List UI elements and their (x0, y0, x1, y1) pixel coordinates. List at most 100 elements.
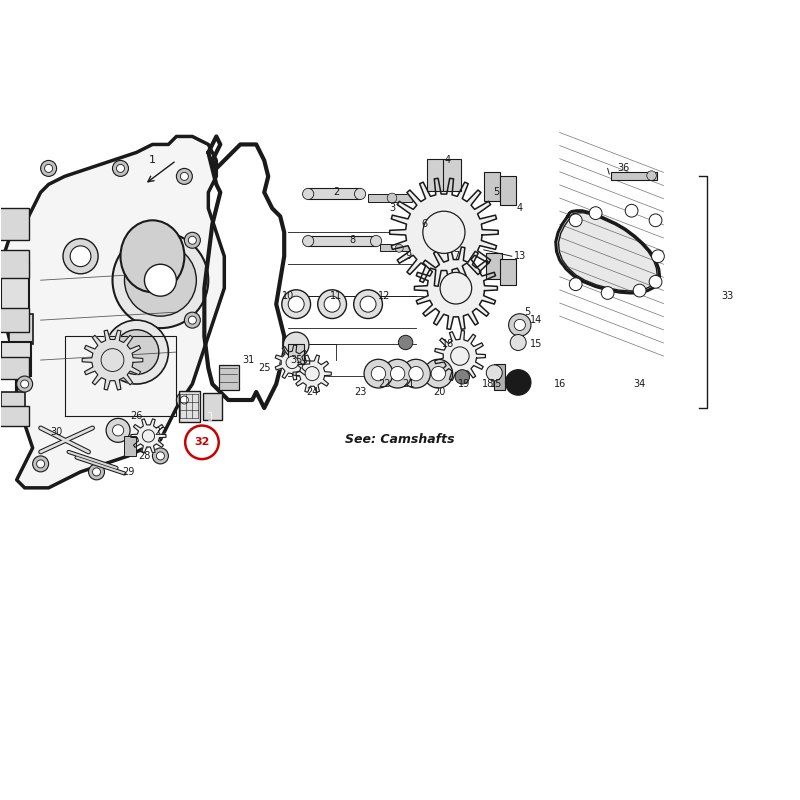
Text: 15: 15 (530, 339, 542, 349)
Circle shape (188, 316, 196, 324)
Text: 31: 31 (242, 355, 254, 365)
Polygon shape (275, 345, 310, 380)
Text: 4: 4 (445, 155, 451, 166)
Circle shape (409, 366, 423, 381)
Bar (308, 236, 376, 246)
Text: 14: 14 (530, 315, 542, 325)
Bar (427, 159, 445, 190)
Circle shape (387, 193, 397, 202)
Circle shape (570, 214, 582, 226)
Polygon shape (414, 247, 498, 330)
Bar (218, 365, 238, 390)
Text: 32: 32 (194, 438, 210, 447)
Circle shape (45, 165, 53, 172)
Text: 16: 16 (554, 379, 566, 389)
Circle shape (21, 380, 29, 388)
Circle shape (176, 392, 192, 408)
Text: 35: 35 (290, 355, 302, 365)
Circle shape (180, 172, 188, 180)
Bar (380, 244, 418, 251)
Bar (308, 188, 360, 198)
Circle shape (185, 426, 218, 459)
Circle shape (390, 366, 405, 381)
Text: 20: 20 (434, 387, 446, 397)
Bar (1, 342, 31, 376)
Circle shape (455, 370, 470, 384)
Circle shape (70, 246, 91, 266)
Circle shape (590, 206, 602, 219)
Circle shape (395, 244, 403, 252)
Circle shape (649, 275, 662, 288)
Text: 5: 5 (493, 187, 499, 198)
Bar (611, 171, 657, 179)
Circle shape (89, 464, 105, 480)
Circle shape (402, 359, 430, 388)
Circle shape (41, 161, 57, 176)
Bar (124, 436, 137, 456)
Circle shape (37, 460, 45, 468)
Bar (443, 159, 461, 190)
Circle shape (360, 296, 376, 312)
Circle shape (180, 396, 188, 404)
Circle shape (509, 314, 531, 336)
Circle shape (145, 264, 176, 296)
Text: 9: 9 (405, 251, 411, 262)
Circle shape (101, 349, 124, 371)
Circle shape (324, 296, 340, 312)
Text: 17: 17 (514, 387, 526, 397)
Circle shape (371, 366, 386, 381)
Circle shape (188, 236, 196, 244)
Circle shape (106, 418, 130, 442)
Bar (486, 253, 502, 278)
Polygon shape (82, 330, 143, 390)
Text: 3: 3 (389, 203, 395, 214)
Bar (178, 391, 199, 422)
Text: 24: 24 (306, 387, 318, 397)
Circle shape (114, 330, 159, 374)
Circle shape (184, 232, 200, 248)
Polygon shape (1, 137, 224, 488)
Bar (0, 308, 29, 332)
Text: 34: 34 (634, 379, 646, 389)
Bar (0, 406, 29, 426)
Circle shape (286, 356, 298, 369)
Circle shape (602, 286, 614, 299)
Text: 36: 36 (618, 163, 630, 174)
Circle shape (318, 290, 346, 318)
Text: 25: 25 (258, 363, 270, 373)
Circle shape (283, 332, 309, 358)
Bar (500, 176, 516, 205)
Text: 29: 29 (122, 467, 134, 477)
Text: 21: 21 (402, 379, 414, 389)
Bar (0, 357, 29, 379)
Bar (202, 393, 222, 420)
Circle shape (398, 335, 413, 350)
Text: 13: 13 (514, 251, 526, 262)
Circle shape (113, 232, 208, 328)
Text: 8: 8 (349, 235, 355, 246)
Circle shape (113, 161, 129, 176)
Circle shape (383, 359, 412, 388)
Circle shape (431, 366, 446, 381)
Circle shape (282, 290, 310, 318)
Text: 2: 2 (333, 187, 339, 198)
Bar (500, 259, 516, 285)
Text: 19: 19 (458, 379, 470, 389)
Circle shape (157, 452, 165, 460)
Text: 15: 15 (490, 379, 502, 389)
Circle shape (184, 312, 200, 328)
Circle shape (125, 244, 196, 316)
Circle shape (354, 290, 382, 318)
Text: See: Camshafts: See: Camshafts (345, 434, 455, 446)
Text: 10: 10 (282, 291, 294, 301)
Circle shape (510, 334, 526, 350)
Text: 22: 22 (378, 379, 390, 389)
Circle shape (626, 204, 638, 217)
Circle shape (288, 296, 304, 312)
Text: 18: 18 (442, 339, 454, 349)
Circle shape (354, 188, 366, 199)
Circle shape (153, 448, 169, 464)
Ellipse shape (121, 220, 184, 292)
Text: 5: 5 (525, 307, 531, 317)
Polygon shape (556, 210, 659, 293)
